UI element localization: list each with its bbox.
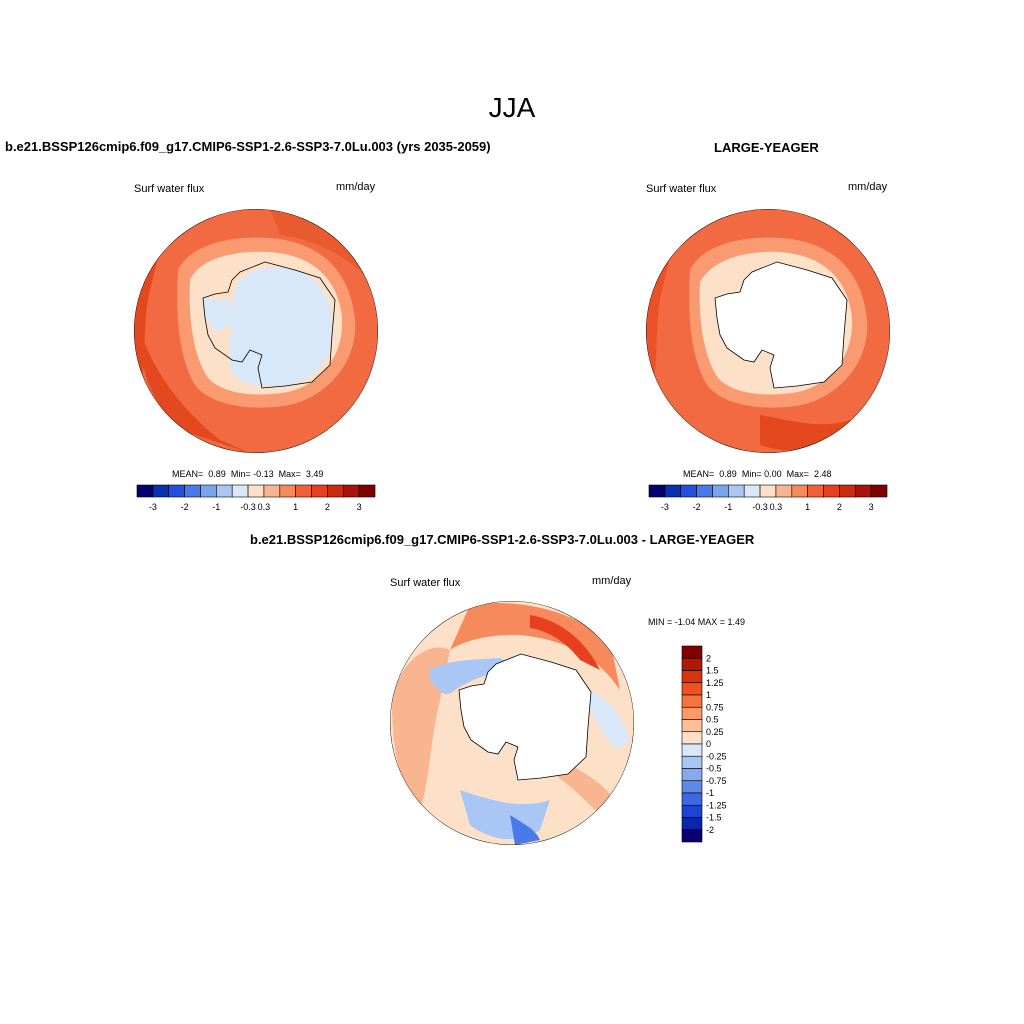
colorbar-right-tick-label: 3: [869, 502, 874, 512]
colorbar-diff-cell: [681, 731, 703, 745]
map-diff: [390, 601, 634, 845]
colorbar-left-cell: [184, 484, 201, 498]
colorbar-diff-tick-label: -1.25: [706, 800, 727, 810]
colorbar-left-cell: [342, 484, 360, 498]
colorbar-left-cell: [358, 484, 376, 498]
colorbar-left-tick-label: 3: [357, 502, 362, 512]
colorbar-left-cell: [168, 484, 185, 498]
colorbar-right-tick-label: -2: [693, 502, 701, 512]
colorbar-diff: 2 1.5 1.25 1 0.75 0.5 0.25 0 -0.25 -0.5 -0.75 -1 -1.…: [681, 645, 727, 843]
colorbar-diff-cell: [681, 706, 703, 720]
colorbar-diff-tick-label: 0.75: [706, 702, 724, 712]
colorbar-right-tick-label: 1: [805, 502, 810, 512]
map-right: [646, 209, 890, 453]
colorbar-right-cell: [696, 484, 713, 498]
diff-panel-stats: MIN = -1.04 MAX = 1.49: [648, 617, 746, 627]
colorbar-diff-tick-label: 1.5: [706, 666, 719, 676]
colorbar-diff-tick-label: 1: [706, 690, 711, 700]
colorbar-left-cell: [263, 484, 281, 498]
colorbar-left-cell: [200, 484, 217, 498]
diff-panel-title: b.e21.BSSP126cmip6.f09_g17.CMIP6-SSP1-2.…: [250, 532, 755, 547]
colorbar-right-tick-label: -3: [661, 502, 669, 512]
colorbar-diff-tick-label: -1: [706, 788, 714, 798]
colorbar-diff-cell: [681, 755, 703, 769]
colorbar-left-cell: [295, 484, 312, 498]
colorbar-left-cell: [216, 484, 233, 498]
colorbar-diff-cell: [681, 682, 703, 696]
panel-left-stats: MEAN= 0.89 Min= -0.13 Max= 3.49: [172, 469, 324, 479]
colorbar-diff-cell: [681, 743, 703, 757]
panel-right-units: mm/day: [848, 181, 888, 193]
colorbar-left-cell: [327, 484, 344, 498]
colorbar-diff-cell: [681, 804, 703, 818]
colorbar-diff-cell: [681, 694, 703, 708]
colorbar-diff-cell: [681, 657, 703, 671]
colorbar-diff-tick-label: 2: [706, 653, 711, 663]
colorbar-diff-cell: [681, 817, 703, 831]
colorbar-right-tick-label: -1: [724, 502, 732, 512]
map-left: [134, 209, 378, 453]
colorbar-right-cell: [743, 484, 761, 498]
colorbar-left-cell: [247, 484, 265, 498]
colorbar-right-cell: [775, 484, 793, 498]
colorbar-right: -3 -2 -1 -0.3 0.3 1 2 3: [648, 484, 888, 512]
colorbar-right-tick-label: 0.3: [770, 502, 783, 512]
colorbar-left-cell: [136, 484, 154, 498]
panel-right-title: LARGE-YEAGER: [714, 140, 819, 155]
colorbar-diff-cell: [681, 719, 703, 733]
colorbar-left-tick-label: 1: [293, 502, 298, 512]
panel-left-title: b.e21.BSSP126cmip6.f09_g17.CMIP6-SSP1-2.…: [5, 139, 491, 154]
colorbar-left-tick-label: -1: [212, 502, 220, 512]
colorbar-diff-tick-label: 0.5: [706, 715, 719, 725]
diff-panel-variable: Surf water flux: [390, 577, 461, 589]
panel-right-variable: Surf water flux: [646, 183, 717, 195]
colorbar-left: -3 -2 -1 -0.3 0.3 1 2 3: [136, 484, 376, 512]
colorbar-diff-tick-label: -0.75: [706, 776, 727, 786]
colorbar-right-cell: [728, 484, 745, 498]
colorbar-left-cell: [152, 484, 170, 498]
colorbar-right-cell: [854, 484, 872, 498]
colorbar-diff-tick-label: 0: [706, 739, 711, 749]
colorbar-right-cell: [870, 484, 888, 498]
colorbar-left-tick-label: -0.3: [240, 502, 256, 512]
colorbar-right-cell: [680, 484, 697, 498]
colorbar-diff-cell: [681, 670, 703, 684]
colorbar-diff-tick-label: -2: [706, 825, 714, 835]
colorbar-right-cell: [759, 484, 777, 498]
colorbar-right-cell: [664, 484, 682, 498]
colorbar-left-cell: [279, 484, 296, 498]
colorbar-left-tick-label: -3: [149, 502, 157, 512]
colorbar-diff-tick-label: 1.25: [706, 678, 724, 688]
colorbar-right-cell: [791, 484, 808, 498]
colorbar-left-tick-label: -2: [181, 502, 189, 512]
colorbar-right-tick-label: -0.3: [752, 502, 768, 512]
panel-left-variable: Surf water flux: [134, 183, 205, 195]
colorbar-left-tick-label: 0.3: [258, 502, 271, 512]
colorbar-left-tick-label: 2: [325, 502, 330, 512]
colorbar-diff-cell: [681, 768, 703, 782]
colorbar-right-cell: [648, 484, 666, 498]
colorbar-right-cell: [807, 484, 824, 498]
colorbar-diff-cell: [681, 780, 703, 794]
colorbar-diff-tick-label: -0.5: [706, 764, 722, 774]
colorbar-left-cell: [231, 484, 249, 498]
diff-panel-units: mm/day: [592, 575, 632, 587]
colorbar-diff-cell: [681, 645, 703, 659]
figure-title: JJA: [488, 92, 536, 123]
colorbar-right-cell: [823, 484, 840, 498]
colorbar-right-cell: [839, 484, 856, 498]
panel-right-stats: MEAN= 0.89 Min= 0.00 Max= 2.48: [683, 469, 832, 479]
panel-left-units: mm/day: [336, 181, 376, 193]
colorbar-diff-tick-label: -1.5: [706, 813, 722, 823]
colorbar-diff-cell: [681, 829, 703, 843]
colorbar-right-tick-label: 2: [837, 502, 842, 512]
colorbar-diff-tick-label: 0.25: [706, 727, 724, 737]
colorbar-left-cell: [311, 484, 328, 498]
colorbar-diff-cell: [681, 792, 703, 806]
colorbar-right-cell: [712, 484, 729, 498]
colorbar-diff-tick-label: -0.25: [706, 751, 727, 761]
